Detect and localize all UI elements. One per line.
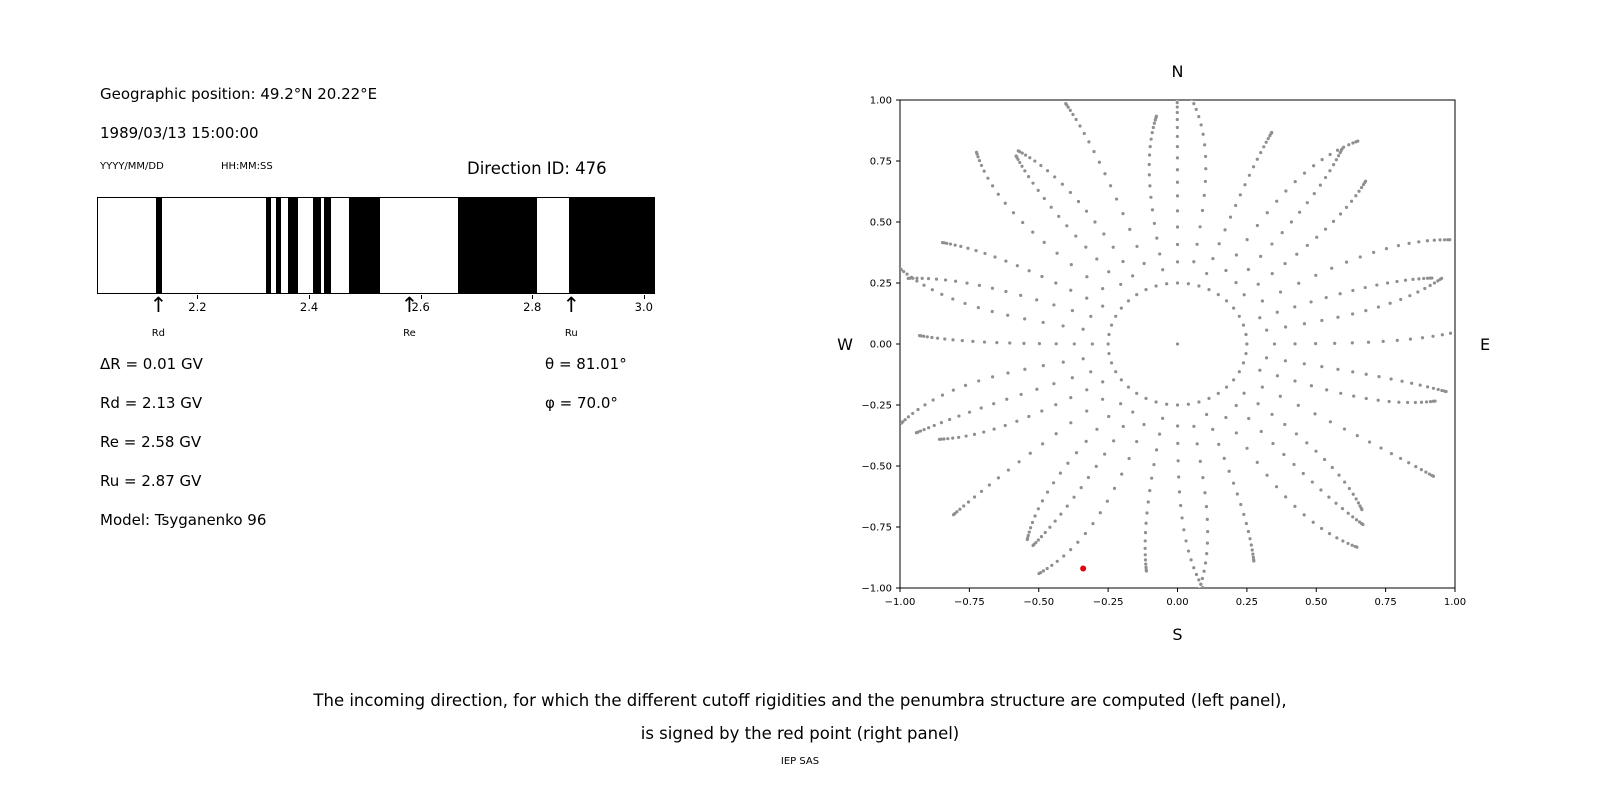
x-tick-label: 0.00	[1166, 597, 1188, 608]
y-tick-label: −0.75	[861, 523, 892, 534]
direction-scatter-plot: −1.00 −0.75 −0.50 −0.25 0.00 0.25 0.50 0.75 1.00…	[837, 62, 1490, 644]
penumbra-band	[569, 198, 654, 293]
x-tick-label: 2.8	[523, 300, 542, 314]
caption-line-1: The incoming direction, for which the di…	[313, 691, 1287, 710]
x-tick-label: 3.0	[634, 300, 653, 314]
penumbra-rigidity-markers: ↑ Rd ↑ Re ↑ Ru	[97, 295, 655, 347]
x-tick-label: −0.25	[1093, 597, 1124, 608]
penumbra-band	[349, 198, 380, 293]
compass-label-east: E	[1480, 335, 1490, 354]
penumbra-band	[457, 198, 537, 293]
delta-r-value: ΔR = 0.01 GV	[100, 355, 203, 373]
x-tick-label: 2.4	[299, 300, 319, 314]
x-tick-label: −0.50	[1023, 597, 1054, 608]
caption-line-2: is signed by the red point (right panel)	[640, 724, 960, 743]
y-tick-label: 0.00	[870, 340, 892, 351]
x-tick-label: 1.00	[1444, 597, 1466, 608]
y-tick-label: 0.50	[870, 218, 892, 229]
compass-label-south: S	[1172, 625, 1182, 644]
x-tick	[420, 295, 422, 299]
phi-value: φ = 70.0°	[545, 394, 618, 412]
time-format-label: HH:MM:SS	[221, 161, 273, 172]
x-tick-label: 0.50	[1305, 597, 1327, 608]
direction-id-label: Direction ID: 476	[467, 159, 607, 178]
x-tick-label: 2.2	[188, 300, 207, 314]
penumbra-band	[324, 198, 331, 293]
compass-label-north: N	[1172, 62, 1184, 81]
penumbra-band	[288, 198, 299, 293]
compass-label-west: W	[837, 335, 853, 354]
penumbra-x-axis: 2.2 2.4 2.6 2.8 3.0	[97, 295, 655, 319]
x-tick-label: 0.25	[1236, 597, 1258, 608]
ru-value: Ru = 2.87 GV	[100, 472, 202, 490]
marker-label-ru: Ru	[564, 328, 578, 339]
y-tick-label: 0.75	[870, 157, 892, 168]
figure-caption: The incoming direction, for which the di…	[0, 684, 1600, 750]
scatter-dots	[900, 100, 1453, 588]
penumbra-band	[155, 198, 163, 293]
geo-position-label: Geographic position: 49.2°N 20.22°E	[100, 85, 378, 103]
y-tick-label: −0.25	[861, 401, 892, 412]
datetime-label: 1989/03/13 15:00:00	[100, 124, 259, 142]
red-point	[1080, 565, 1087, 572]
x-tick-label: 0.75	[1374, 597, 1396, 608]
x-tick	[309, 295, 311, 299]
x-tick	[643, 295, 645, 299]
date-format-label: YYYY/MM/DD	[100, 161, 164, 172]
marker-label-rd: Rd	[151, 328, 166, 339]
up-arrow-icon: ↑	[400, 293, 419, 317]
x-tick	[197, 295, 199, 299]
credit-label: IEP SAS	[780, 756, 820, 767]
y-tick-label: 0.25	[870, 279, 892, 290]
penumbra-band	[313, 198, 321, 293]
x-tick	[532, 295, 534, 299]
x-tick-label: −1.00	[885, 597, 916, 608]
up-arrow-icon: ↑	[149, 293, 168, 317]
penumbra-barcode-plot	[97, 197, 655, 294]
re-value: Re = 2.58 GV	[100, 433, 202, 451]
x-tick-label: −0.75	[954, 597, 985, 608]
y-tick-label: −0.50	[861, 462, 892, 473]
x-tick-label: 2.6	[411, 300, 430, 314]
rd-value: Rd = 2.13 GV	[100, 394, 203, 412]
penumbra-band	[266, 198, 272, 293]
y-tick-label: 1.00	[870, 96, 892, 107]
penumbra-band	[276, 198, 282, 293]
up-arrow-icon: ↑	[562, 293, 581, 317]
marker-label-re: Re	[403, 328, 416, 339]
theta-value: θ = 81.01°	[545, 355, 627, 373]
model-label: Model: Tsyganenko 96	[100, 511, 267, 529]
y-tick-label: −1.00	[861, 584, 892, 595]
